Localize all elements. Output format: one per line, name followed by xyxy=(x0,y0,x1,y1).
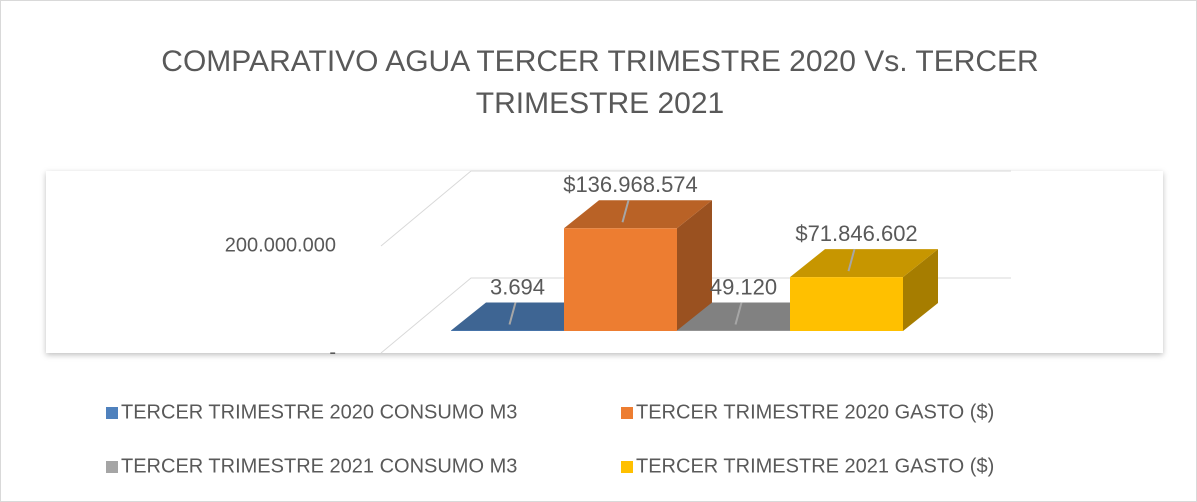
y-tick-label: - xyxy=(329,341,336,363)
bar-front xyxy=(451,330,564,331)
bar-side xyxy=(677,200,712,331)
legend-swatch xyxy=(106,407,118,419)
legend-label: TERCER TRIMESTRE 2020 GASTO ($) xyxy=(636,401,994,423)
leader-line xyxy=(508,302,517,325)
bar-top xyxy=(451,302,599,331)
data-label: $71.846.602 xyxy=(795,221,917,246)
legend-label: TERCER TRIMESTRE 2021 CONSUMO M3 xyxy=(121,455,517,477)
chart-title: COMPARATIVO AGUA TERCER TRIMESTRE 2020 V… xyxy=(161,45,1039,120)
legend-swatch xyxy=(621,461,633,473)
data-label: 3.694 xyxy=(490,274,545,299)
bar-front xyxy=(677,330,790,331)
bar-side xyxy=(903,249,938,331)
leader-line xyxy=(621,200,630,223)
leader-line xyxy=(734,302,743,325)
bar-front xyxy=(564,228,677,331)
legend-swatch xyxy=(106,461,118,473)
legend-swatch xyxy=(621,407,633,419)
data-label: 49.120 xyxy=(710,274,777,299)
legend-label: TERCER TRIMESTRE 2020 CONSUMO M3 xyxy=(121,401,517,423)
y-tick-label: 200.000.000 xyxy=(225,234,336,256)
legend-label: TERCER TRIMESTRE 2021 GASTO ($) xyxy=(636,455,994,477)
bar-top xyxy=(790,249,938,278)
bar-top xyxy=(564,200,712,229)
grid-line xyxy=(380,170,1011,247)
data-label: $136.968.574 xyxy=(563,172,698,197)
bar-front xyxy=(790,277,903,331)
bar-top xyxy=(677,302,825,331)
leader-line xyxy=(847,248,856,272)
